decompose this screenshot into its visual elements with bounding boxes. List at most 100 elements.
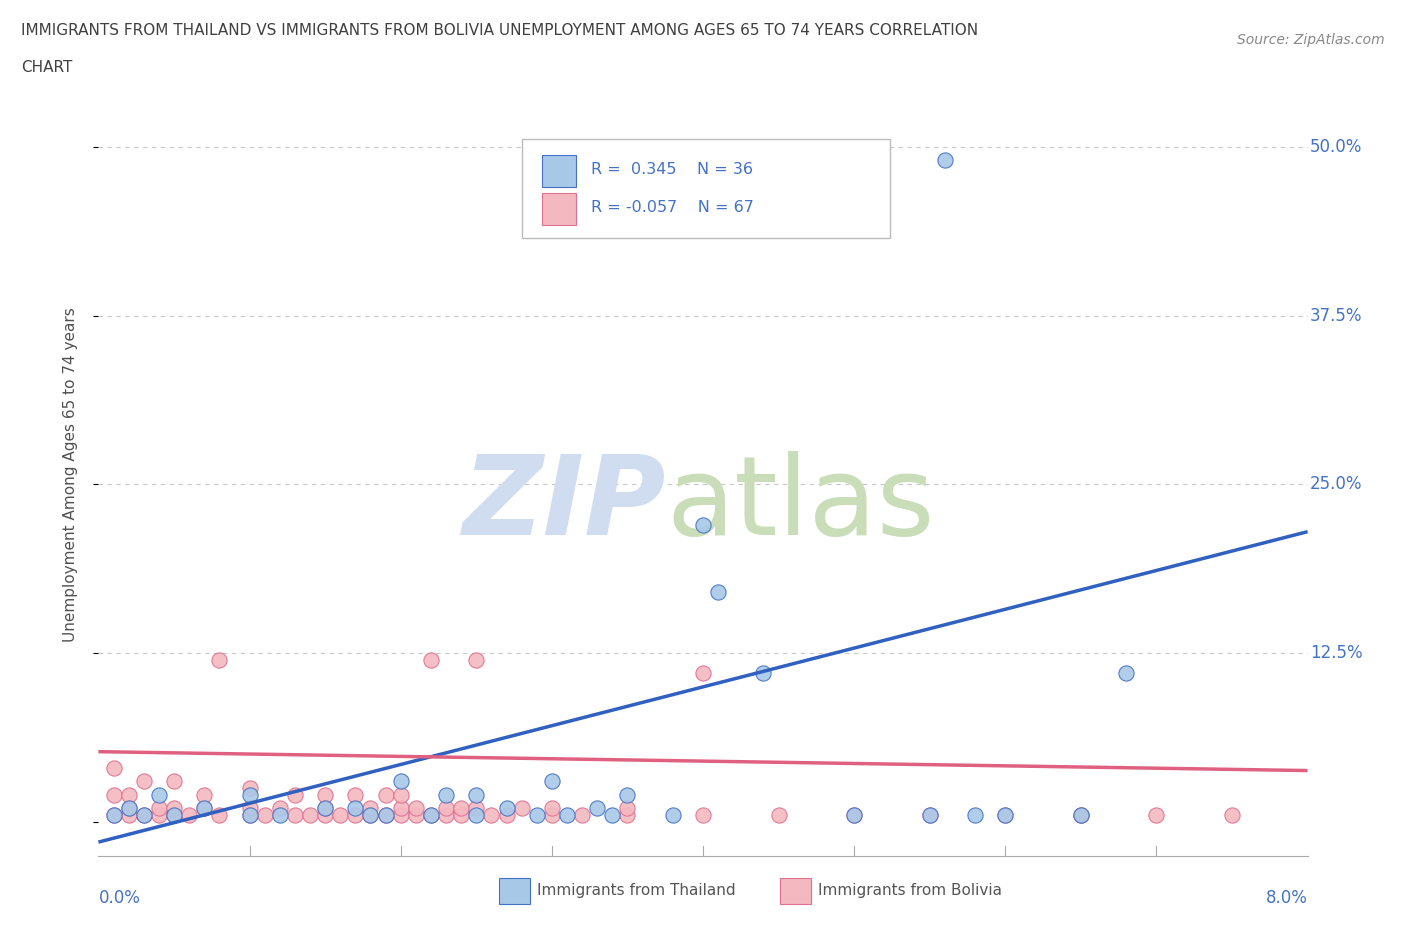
Point	[934, 153, 956, 168]
Point	[844, 807, 866, 822]
Point	[239, 788, 262, 803]
Point	[526, 807, 548, 822]
Point	[239, 807, 262, 822]
Point	[179, 807, 201, 822]
Point	[239, 780, 262, 795]
Point	[193, 801, 215, 816]
Text: 8.0%: 8.0%	[1265, 889, 1308, 908]
Point	[314, 801, 336, 816]
Point	[844, 807, 866, 822]
Text: 25.0%: 25.0%	[1310, 475, 1362, 494]
Point	[193, 788, 215, 803]
Point	[132, 774, 155, 789]
Text: 50.0%: 50.0%	[1310, 138, 1362, 156]
Point	[118, 801, 141, 816]
Point	[420, 807, 443, 822]
Point	[163, 807, 186, 822]
Point	[163, 807, 186, 822]
Point	[360, 807, 382, 822]
Point	[692, 807, 714, 822]
Point	[586, 801, 609, 816]
Point	[389, 774, 412, 789]
Text: 0.0%: 0.0%	[98, 889, 141, 908]
Point	[269, 807, 291, 822]
Point	[540, 774, 562, 789]
Point	[965, 807, 987, 822]
Point	[602, 807, 624, 822]
Point	[1146, 807, 1168, 822]
Point	[148, 801, 170, 816]
Point	[420, 807, 443, 822]
Point	[344, 788, 367, 803]
Point	[495, 801, 517, 816]
Point	[118, 807, 141, 822]
FancyBboxPatch shape	[543, 154, 576, 187]
FancyBboxPatch shape	[543, 193, 576, 225]
Point	[1115, 666, 1137, 681]
Point	[994, 807, 1017, 822]
Point	[329, 807, 352, 822]
Point	[465, 807, 488, 822]
Point	[360, 807, 382, 822]
Point	[465, 653, 488, 668]
Point	[208, 807, 231, 822]
Point	[269, 801, 291, 816]
Point	[208, 653, 231, 668]
Point	[374, 807, 396, 822]
Point	[103, 761, 125, 776]
Point	[314, 788, 336, 803]
Text: IMMIGRANTS FROM THAILAND VS IMMIGRANTS FROM BOLIVIA UNEMPLOYMENT AMONG AGES 65 T: IMMIGRANTS FROM THAILAND VS IMMIGRANTS F…	[21, 23, 979, 38]
Point	[239, 801, 262, 816]
Point	[707, 585, 730, 600]
Text: Source: ZipAtlas.com: Source: ZipAtlas.com	[1237, 33, 1385, 46]
Point	[481, 807, 503, 822]
Text: R =  0.345    N = 36: R = 0.345 N = 36	[591, 162, 752, 177]
Point	[239, 807, 262, 822]
Point	[284, 788, 307, 803]
Text: 37.5%: 37.5%	[1310, 307, 1362, 325]
Text: atlas: atlas	[666, 451, 935, 558]
Point	[465, 788, 488, 803]
Point	[616, 788, 638, 803]
Point	[299, 807, 322, 822]
Point	[344, 801, 367, 816]
Point	[314, 801, 336, 816]
Point	[434, 807, 457, 822]
Point	[918, 807, 941, 822]
Point	[994, 807, 1017, 822]
Point	[405, 801, 427, 816]
Point	[389, 807, 412, 822]
Point	[450, 807, 472, 822]
Point	[118, 801, 141, 816]
Point	[768, 807, 790, 822]
Point	[163, 774, 186, 789]
Point	[103, 807, 125, 822]
Point	[118, 788, 141, 803]
Point	[360, 801, 382, 816]
Point	[555, 807, 578, 822]
Point	[434, 801, 457, 816]
Point	[132, 807, 155, 822]
Point	[193, 801, 215, 816]
Point	[692, 517, 714, 532]
Point	[1070, 807, 1092, 822]
Point	[389, 788, 412, 803]
Point	[918, 807, 941, 822]
Text: CHART: CHART	[21, 60, 73, 75]
Text: ZIP: ZIP	[463, 451, 666, 558]
Point	[344, 807, 367, 822]
Point	[661, 807, 683, 822]
Point	[752, 666, 775, 681]
Point	[510, 801, 533, 816]
Point	[163, 801, 186, 816]
Text: 12.5%: 12.5%	[1310, 644, 1362, 662]
Point	[571, 807, 593, 822]
Point	[434, 788, 457, 803]
Point	[374, 788, 396, 803]
Text: Immigrants from Bolivia: Immigrants from Bolivia	[818, 884, 1002, 898]
FancyBboxPatch shape	[522, 139, 890, 238]
Point	[253, 807, 276, 822]
Point	[420, 653, 443, 668]
Point	[1070, 807, 1092, 822]
Point	[284, 807, 307, 822]
